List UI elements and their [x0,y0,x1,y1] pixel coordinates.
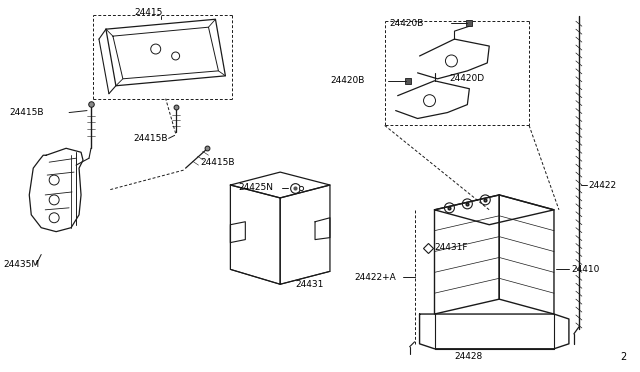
Text: 24422: 24422 [589,180,617,189]
Text: 24410: 24410 [571,265,599,274]
Text: 2: 2 [621,352,627,362]
Text: 24420B: 24420B [390,19,424,28]
Text: 24415B: 24415B [10,108,44,117]
Text: 24431: 24431 [295,280,323,289]
Text: 24420D: 24420D [449,74,484,83]
Text: 24428: 24428 [454,352,483,361]
Text: 24422+A: 24422+A [355,273,397,282]
Text: 24415: 24415 [134,8,163,17]
Text: 24415B: 24415B [134,134,168,143]
Text: 24435M: 24435M [3,260,40,269]
Text: 24431F: 24431F [435,243,468,252]
Text: 24420B: 24420B [330,76,364,85]
Text: 24425N: 24425N [238,183,273,192]
Text: 24415B: 24415B [200,158,235,167]
